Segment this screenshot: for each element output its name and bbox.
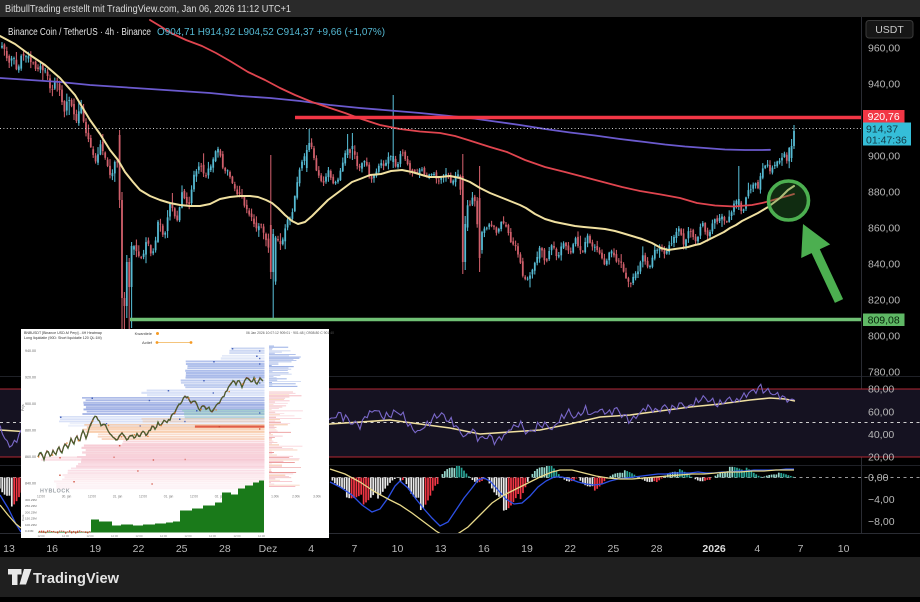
svg-text:7: 7 — [351, 543, 357, 555]
svg-text:880,00: 880,00 — [868, 187, 900, 199]
svg-text:13: 13 — [3, 543, 15, 555]
svg-text:60,00: 60,00 — [868, 406, 894, 418]
svg-text:TradingView: TradingView — [33, 570, 119, 587]
svg-text:Cum: Cum — [21, 514, 25, 521]
svg-text:2026: 2026 — [702, 543, 726, 555]
svg-text:100.23M: 100.23M — [25, 523, 37, 527]
svg-text:960,00: 960,00 — [868, 43, 900, 55]
svg-text:BNBUSDT [Binance USD-M Perp] -: BNBUSDT [Binance USD-M Perp] - 4H Heatma… — [24, 331, 102, 335]
svg-text:O904,71 H914,92 L904,52 C914,3: O904,71 H914,92 L904,52 C914,37 +9,66 (+… — [157, 26, 385, 38]
svg-text:−8,00: −8,00 — [868, 516, 895, 528]
svg-text:Long liquidatie (90D: Short li: Long liquidatie (90D: Short liquidatie 1… — [24, 336, 102, 340]
svg-text:12:00: 12:00 — [38, 534, 45, 538]
svg-text:12:00: 12:00 — [111, 534, 118, 538]
svg-text:250.23M: 250.23M — [25, 504, 37, 508]
svg-text:1.00k: 1.00k — [271, 495, 279, 499]
svg-text:80,00: 80,00 — [868, 384, 894, 396]
svg-text:200.23M: 200.23M — [25, 510, 37, 514]
svg-text:3.00k: 3.00k — [313, 495, 321, 499]
svg-text:840,00: 840,00 — [868, 259, 900, 271]
svg-text:780,00: 780,00 — [868, 367, 900, 379]
svg-text:860,00: 860,00 — [868, 223, 900, 235]
svg-text:12:00: 12:00 — [185, 534, 192, 538]
svg-text:809,08: 809,08 — [868, 315, 900, 327]
svg-text:300.23M: 300.23M — [25, 498, 37, 502]
svg-text:20,00: 20,00 — [868, 452, 894, 464]
svg-text:12:00: 12:00 — [136, 534, 143, 538]
svg-text:900.00: 900.00 — [25, 402, 36, 406]
svg-text:BitbullTrading erstellt mit Tr: BitbullTrading erstellt mit TradingView.… — [5, 4, 291, 15]
svg-text:10: 10 — [838, 543, 850, 555]
svg-text:−4,00: −4,00 — [868, 494, 895, 506]
svg-text:Kwantiele: Kwantiele — [135, 331, 153, 336]
svg-text:12:00: 12:00 — [37, 495, 45, 499]
svg-text:31. jan: 31. jan — [113, 495, 123, 499]
svg-text:4: 4 — [754, 543, 760, 555]
svg-text:2.00k: 2.00k — [292, 495, 300, 499]
svg-text:12:00: 12:00 — [234, 534, 241, 538]
svg-text:13: 13 — [435, 543, 447, 555]
svg-text:860.00: 860.00 — [25, 455, 36, 459]
svg-text:22: 22 — [133, 543, 145, 555]
svg-text:01. jan: 01. jan — [164, 495, 174, 499]
svg-text:12:00: 12:00 — [258, 534, 265, 538]
svg-text:940.00: 940.00 — [25, 349, 36, 353]
svg-text:880.00: 880.00 — [25, 429, 36, 433]
svg-text:800,00: 800,00 — [868, 331, 900, 343]
svg-text:12:00: 12:00 — [62, 534, 69, 538]
svg-text:820,00: 820,00 — [868, 295, 900, 307]
svg-text:Prijs: Prijs — [21, 404, 25, 411]
svg-text:Dez: Dez — [259, 543, 278, 555]
svg-text:12:00: 12:00 — [139, 495, 147, 499]
svg-text:06 Jan 2026 10:07:12 909:01 ·: 06 Jan 2026 10:07:12 909:01 · 901:48 | O… — [246, 331, 334, 335]
svg-text:02. jan: 02. jan — [215, 495, 225, 499]
svg-text:12:00: 12:00 — [209, 534, 216, 538]
svg-text:0,00: 0,00 — [868, 472, 889, 484]
svg-text:914,37: 914,37 — [866, 124, 898, 136]
svg-text:40,00: 40,00 — [868, 429, 894, 441]
svg-text:USDT: USDT — [875, 24, 904, 36]
svg-text:25: 25 — [608, 543, 620, 555]
svg-text:12:00: 12:00 — [88, 495, 96, 499]
svg-text:12:00: 12:00 — [190, 495, 198, 499]
svg-text:Actief: Actief — [142, 340, 153, 345]
svg-text:01:47:36: 01:47:36 — [866, 135, 907, 147]
svg-text:30. jan: 30. jan — [62, 495, 72, 499]
svg-text:22: 22 — [564, 543, 576, 555]
svg-text:10: 10 — [392, 543, 404, 555]
svg-text:19: 19 — [89, 543, 101, 555]
svg-text:0.23M: 0.23M — [25, 529, 34, 533]
svg-text:28: 28 — [219, 543, 231, 555]
svg-text:920.00: 920.00 — [25, 376, 36, 380]
svg-text:840.00: 840.00 — [25, 482, 36, 486]
svg-text:12:00: 12:00 — [87, 534, 94, 538]
svg-text:16: 16 — [46, 543, 58, 555]
svg-text:150.23M: 150.23M — [25, 517, 37, 521]
svg-text:7: 7 — [798, 543, 804, 555]
svg-text:Binance Coin / TetherUS · 4h ·: Binance Coin / TetherUS · 4h · Binance — [8, 26, 151, 38]
svg-text:25: 25 — [176, 543, 188, 555]
svg-text:19: 19 — [521, 543, 533, 555]
svg-text:900,00: 900,00 — [868, 151, 900, 163]
svg-text:16: 16 — [478, 543, 490, 555]
svg-text:HYBLOCK: HYBLOCK — [40, 489, 70, 495]
svg-text:4: 4 — [308, 543, 314, 555]
svg-text:920,76: 920,76 — [868, 111, 900, 123]
svg-text:12:00: 12:00 — [160, 534, 167, 538]
svg-text:940,00: 940,00 — [868, 79, 900, 91]
svg-text:28: 28 — [651, 543, 663, 555]
